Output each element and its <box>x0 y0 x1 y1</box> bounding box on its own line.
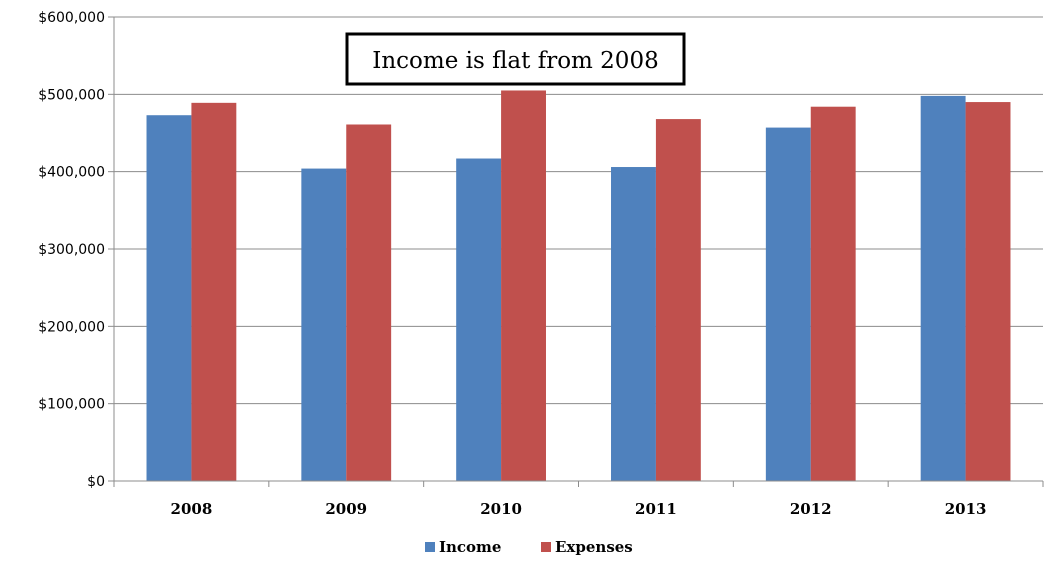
bar-expenses-2008 <box>191 102 237 481</box>
y-tick-label: $600,000 <box>38 10 105 26</box>
bar-expenses-2010 <box>501 90 546 481</box>
x-tick-label: 2012 <box>790 500 832 518</box>
legend-swatch-income <box>425 542 435 552</box>
y-tick-label: $500,000 <box>38 87 105 103</box>
bar-income-2011 <box>611 167 656 481</box>
bar-income-2009 <box>301 168 347 481</box>
legend: Income Expenses <box>425 538 633 556</box>
x-tick-label: 2011 <box>635 500 677 518</box>
x-tick-label: 2013 <box>945 500 987 518</box>
bar-expenses-2012 <box>810 106 856 481</box>
x-axis-ticks: 2008 2009 2010 2011 2012 2013 <box>113 481 1044 518</box>
bar-income-2013 <box>920 95 966 481</box>
bar-expenses-2013 <box>965 102 1011 482</box>
legend-label-income: Income <box>439 538 501 556</box>
legend-swatch-expenses <box>541 542 551 552</box>
x-tick-label: 2008 <box>171 500 213 518</box>
bar-expenses-2009 <box>346 124 392 481</box>
y-tick-label: $300,000 <box>38 242 105 258</box>
y-tick-label: $0 <box>87 474 105 490</box>
x-tick-label: 2009 <box>325 500 367 518</box>
annotation-text: Income is flat from 2008 <box>372 48 658 74</box>
y-tick-label: $200,000 <box>38 319 105 335</box>
bar-income-2008 <box>146 115 192 482</box>
annotation-box: Income is flat from 2008 <box>345 32 686 86</box>
gridlines <box>114 16 1043 405</box>
y-axis-ticks: $0 $100,000 $200,000 $300,000 $400,000 $500,0… <box>38 10 114 490</box>
y-tick-label: $400,000 <box>38 165 105 181</box>
bar-expenses-2011 <box>655 119 701 481</box>
bar-income-2012 <box>765 127 811 481</box>
legend-label-expenses: Expenses <box>555 538 633 556</box>
bars <box>146 90 1011 482</box>
x-tick-label: 2010 <box>480 500 522 518</box>
y-tick-label: $100,000 <box>38 397 105 413</box>
bar-income-2010 <box>456 158 502 481</box>
